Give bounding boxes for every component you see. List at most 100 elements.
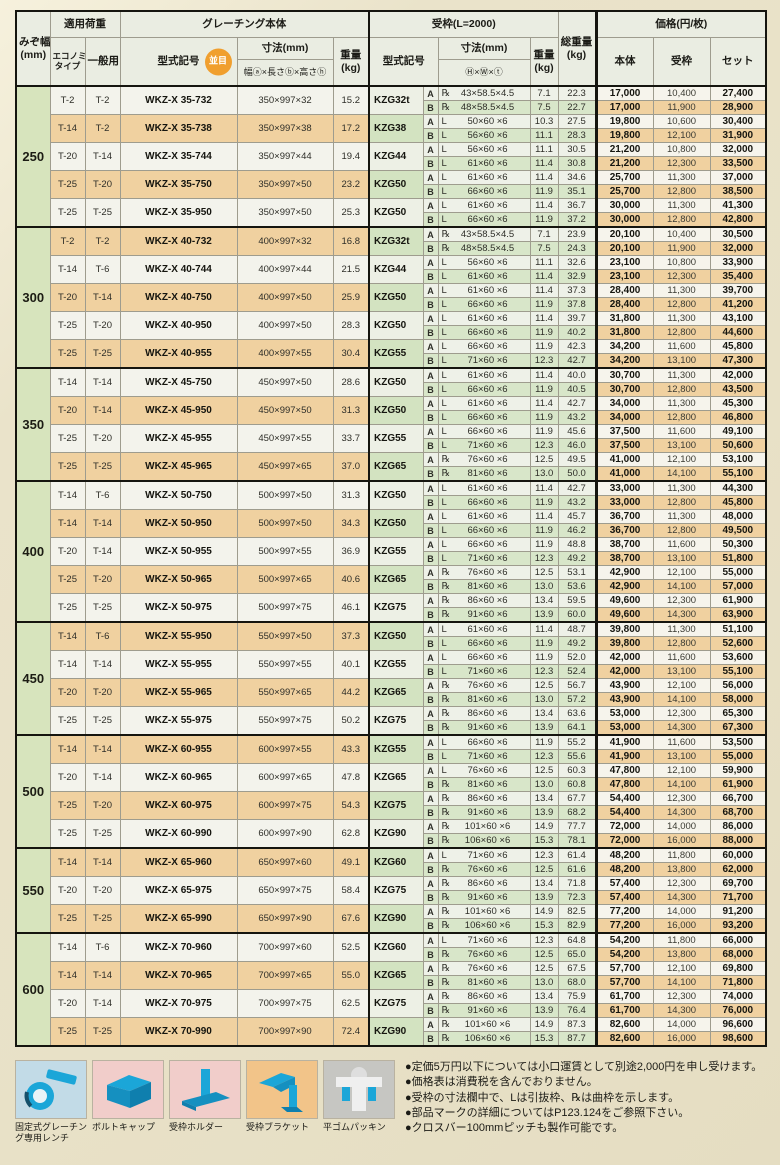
total-weight-cell: 64.8 [557, 932, 597, 948]
frame-type-mark: ℞ [441, 88, 451, 99]
frame-dimensions-value: 76×60 ×6 [467, 567, 508, 578]
frame-weight-cell: 11.9 [529, 734, 559, 750]
frame-model-cell: KZG65 [368, 565, 424, 594]
total-weight-cell: 37.3 [557, 283, 597, 298]
model-code-cell: WKZ-X 50-975 [119, 593, 238, 623]
total-weight-cell: 55.6 [557, 749, 597, 764]
frame-dimensions-cell: L 66×60 ×6 [437, 184, 531, 199]
frame-dimensions-cell: L 66×60 ×6 [437, 636, 531, 651]
frame-type-mark: L [441, 172, 447, 183]
frame-type-mark: ℞ [441, 454, 451, 465]
price-frame-cell: 11,600 [652, 339, 711, 354]
weight-cell: 19.4 [332, 142, 370, 171]
frame-model-cell: KZG60 [368, 932, 424, 962]
frame-type-mark: L [441, 539, 447, 550]
frame-dimensions-value: 61×60 ×6 [467, 398, 508, 409]
table-row: T-20 T-14 WKZ-X 40-750 400×997×50 25.9 KZG50 A… [16, 283, 767, 312]
price-set-cell: 91,200 [709, 904, 767, 919]
weight-cell: 34.3 [332, 509, 370, 538]
frame-type-mark: L [441, 341, 447, 352]
frame-model-cell: KZG44 [368, 255, 424, 284]
frame-weight-cell: 12.3 [529, 847, 559, 863]
price-set-cell: 46,800 [709, 410, 767, 425]
dimensions-cell: 700×997×75 [236, 989, 334, 1018]
table-row: T-25 T-20 WKZ-X 50-965 500×997×65 40.6 KZG65 A… [16, 565, 767, 594]
economy-load-cell: T-14 [49, 932, 86, 962]
frame-type-mark: ℞ [441, 722, 451, 733]
price-body-cell: 42,900 [594, 579, 654, 594]
price-body-cell: 47,800 [594, 763, 654, 778]
part-label: 受枠ブラケット [246, 1122, 310, 1132]
frame-weight-cell: 13.9 [529, 1003, 559, 1018]
header-groove-width-line1: みぞ幅 [19, 36, 50, 49]
part-tile-frame-bracket: 受枠ブラケット [246, 1060, 318, 1144]
frame-dimensions-value: 61×60 ×6 [467, 511, 508, 522]
economy-load-cell: T-25 [49, 565, 86, 594]
frame-type-mark: ℞ [441, 821, 451, 832]
frame-variant-b-cell: B [422, 269, 439, 284]
total-weight-cell: 40.0 [557, 367, 597, 383]
frame-variant-b-cell: B [422, 410, 439, 425]
frame-dimensions-value: 61×60 ×6 [467, 370, 508, 381]
total-weight-cell: 46.0 [557, 438, 597, 453]
frame-dimensions-value: 48×58.5×4.5 [460, 243, 515, 254]
general-load-cell: T-20 [84, 876, 121, 905]
weight-cell: 31.3 [332, 480, 370, 510]
dimensions-cell: 400×997×55 [236, 339, 334, 369]
frame-variant-b-cell: B [422, 664, 439, 679]
price-frame-cell: 10,800 [652, 142, 711, 157]
frame-dimensions-value: 43×58.5×4.5 [460, 88, 515, 99]
price-frame-cell: 14,000 [652, 819, 711, 834]
frame-dimensions-cell: L 61×60 ×6 [437, 198, 531, 213]
frame-variant-a-cell: A [422, 198, 439, 213]
frame-weight-cell: 15.3 [529, 1031, 559, 1047]
header-frame-section: 受枠(L=2000) [368, 10, 559, 38]
table-row: 450 T-14 T-6 WKZ-X 55-950 550×997×50 37.3 KZG5… [15, 621, 767, 736]
price-set-cell: 49,100 [709, 424, 767, 439]
frame-variant-b-cell: B [422, 1031, 439, 1047]
total-weight-cell: 75.9 [557, 989, 597, 1004]
price-body-cell: 42,000 [594, 664, 654, 679]
frame-dimensions-cell: L 61×60 ×6 [437, 367, 531, 383]
frame-variant-b-cell: B [422, 947, 439, 962]
frame-dimensions-cell: ℞ 86×60 ×6 [437, 593, 531, 608]
frame-type-mark: L [441, 370, 447, 381]
frame-weight-cell: 14.9 [529, 819, 559, 834]
general-load-cell: T-14 [84, 989, 121, 1018]
frame-variant-b-cell: B [422, 241, 439, 256]
frame-dimensions-cell: L 61×60 ×6 [437, 621, 531, 637]
frame-dimensions-cell: L 61×60 ×6 [437, 156, 531, 171]
frame-type-mark: L [441, 426, 447, 437]
frame-variant-a-cell: A [422, 847, 439, 863]
frame-type-mark: ℞ [441, 835, 451, 846]
dimensions-cell: 600×997×55 [236, 734, 334, 764]
model-code-cell: WKZ-X 55-975 [119, 706, 238, 736]
model-code-cell: WKZ-X 55-955 [119, 650, 238, 679]
frame-variant-a-cell: A [422, 226, 439, 242]
economy-load-cell: T-25 [49, 452, 86, 482]
table-row: T-14 T-2 WKZ-X 35-738 350×997×38 17.2 KZG38 A L… [16, 114, 767, 143]
weight-cell: 72.4 [332, 1017, 370, 1047]
total-weight-cell: 77.7 [557, 819, 597, 834]
frame-dimensions-cell: L 56×60 ×6 [437, 128, 531, 143]
total-weight-cell: 42.3 [557, 339, 597, 354]
frame-dimensions-cell: ℞ 91×60 ×6 [437, 890, 531, 905]
price-body-cell: 57,400 [594, 890, 654, 905]
frame-dimensions-value: 86×60 ×6 [467, 793, 508, 804]
total-weight-cell: 68.2 [557, 805, 597, 820]
frame-dimensions-cell: L 66×60 ×6 [437, 297, 531, 312]
frame-type-mark: ℞ [441, 864, 451, 875]
total-weight-cell: 56.7 [557, 678, 597, 693]
price-set-cell: 43,100 [709, 311, 767, 326]
dimensions-cell: 650×997×90 [236, 904, 334, 934]
total-weight-cell: 42.7 [557, 480, 597, 496]
frame-weight-cell: 11.4 [529, 480, 559, 496]
frame-dimensions-cell: ℞ 91×60 ×6 [437, 720, 531, 736]
weight-cell: 46.1 [332, 593, 370, 623]
frame-weight-cell: 10.3 [529, 114, 559, 129]
dimensions-cell: 700×997×90 [236, 1017, 334, 1047]
price-set-cell: 58,000 [709, 692, 767, 707]
price-set-cell: 42,800 [709, 212, 767, 228]
price-set-cell: 61,900 [709, 777, 767, 792]
frame-variant-a-cell: A [422, 537, 439, 552]
